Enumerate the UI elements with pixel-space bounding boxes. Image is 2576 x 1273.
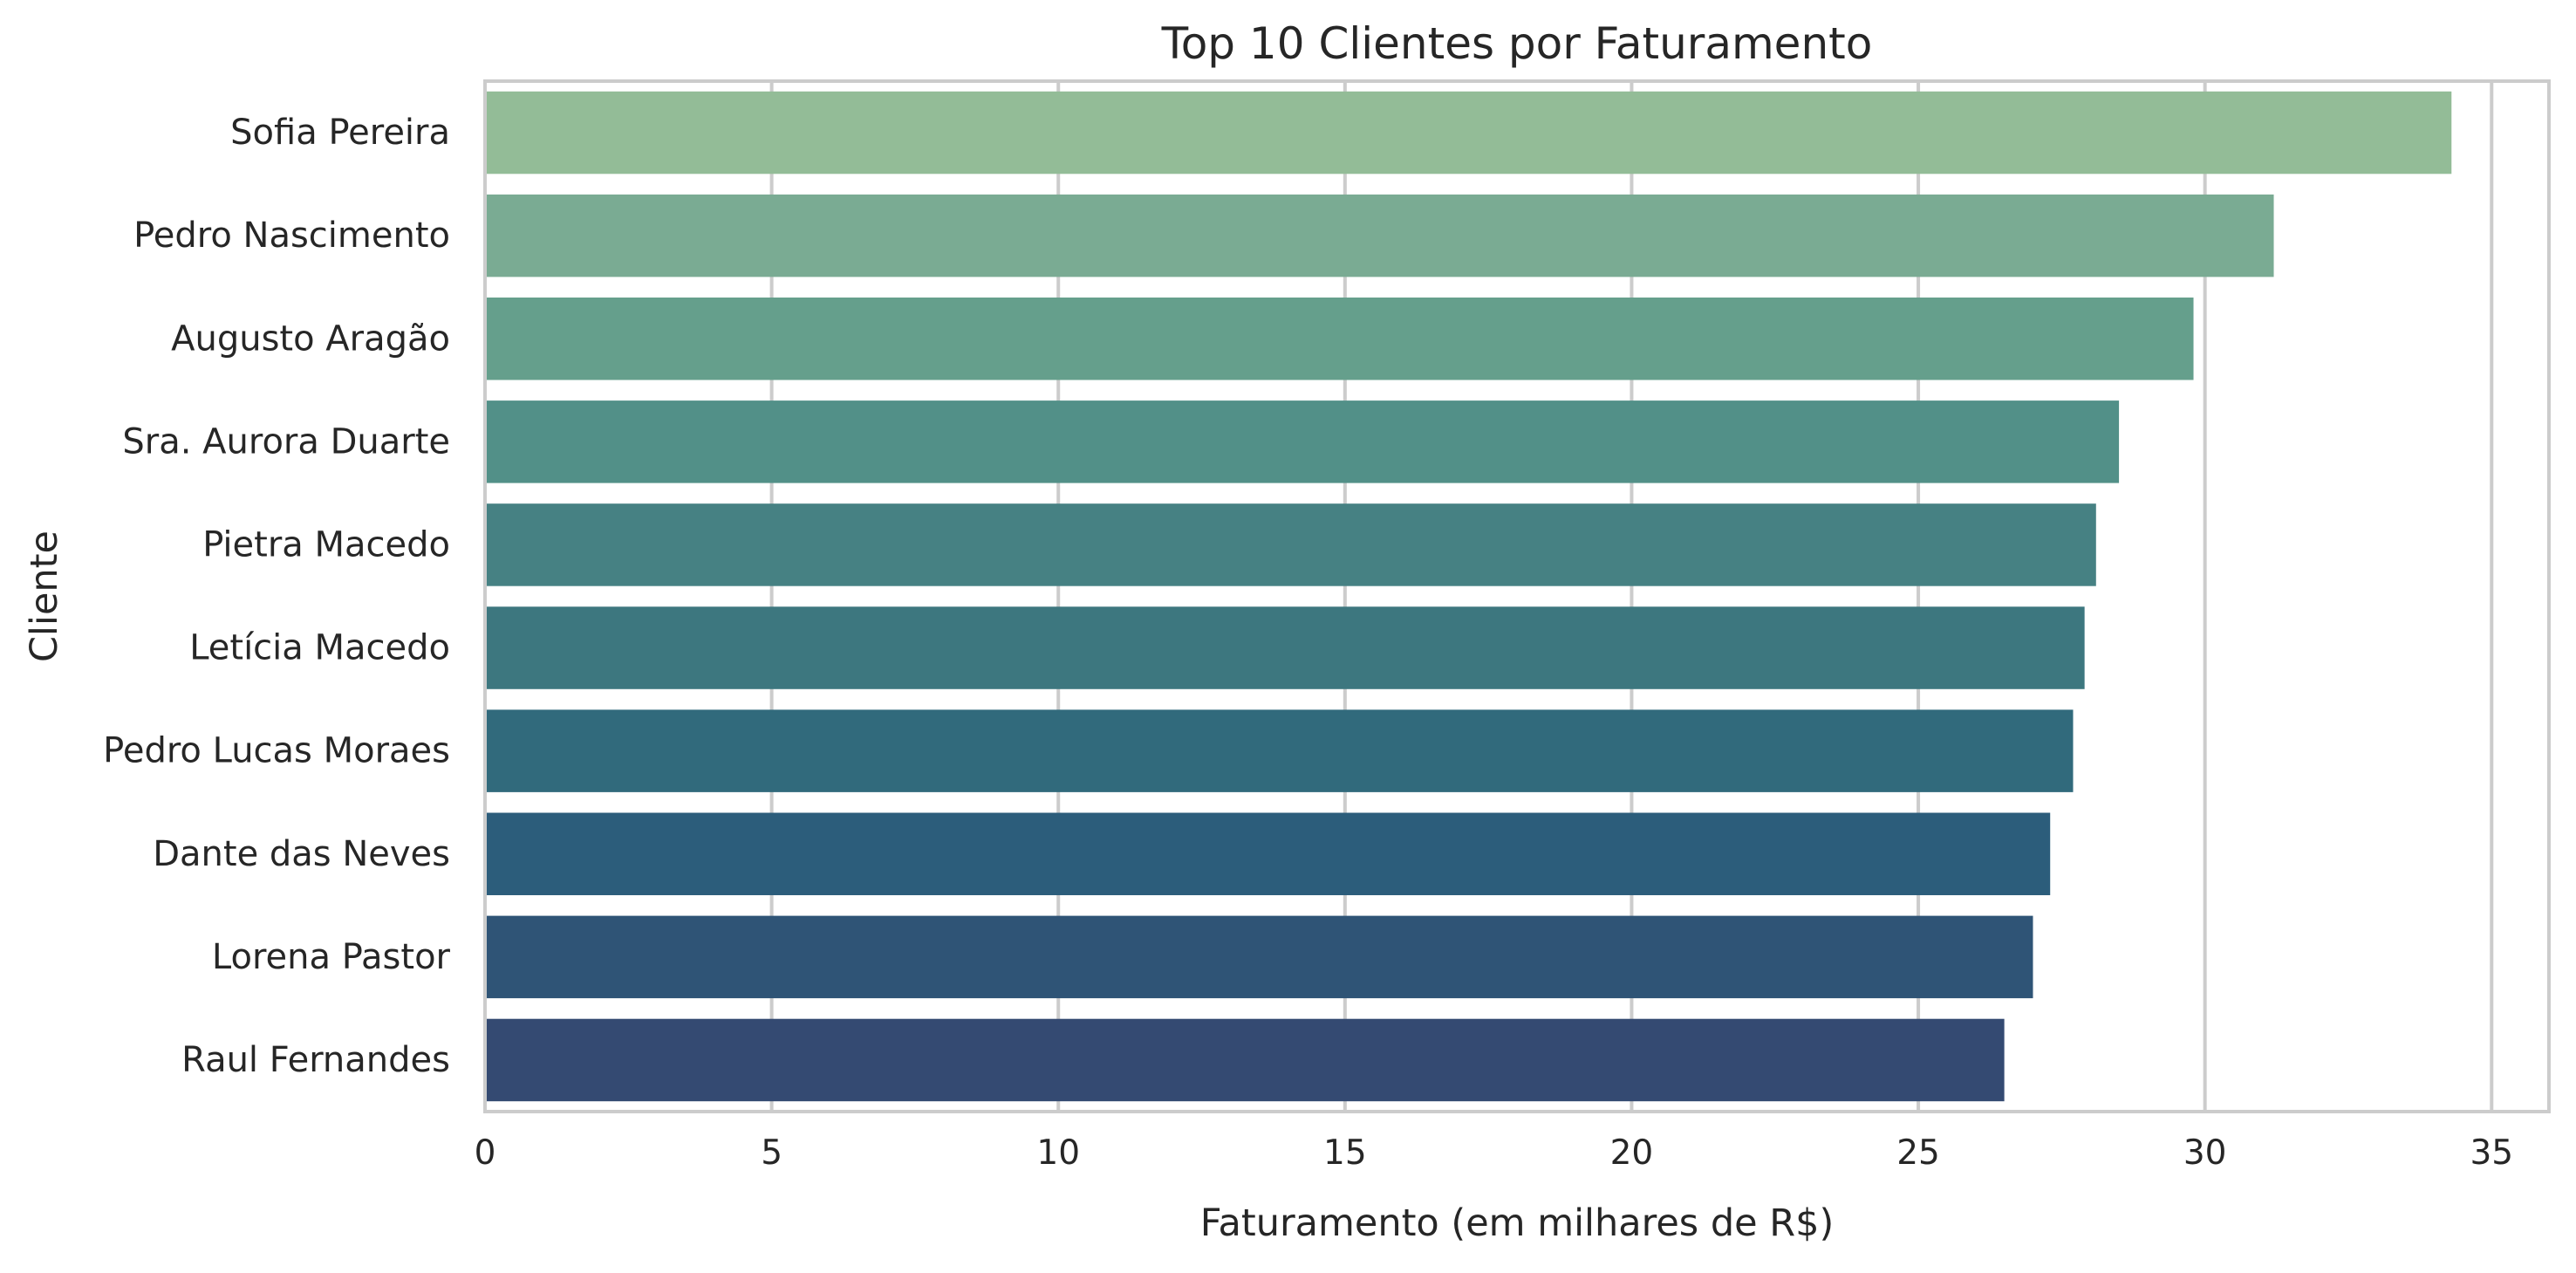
x-tick-label-0: 0 xyxy=(475,1133,496,1173)
chart-title: Top 10 Clientes por Faturamento xyxy=(1161,18,1873,69)
y-tick-label-9: Raul Fernandes xyxy=(181,1040,450,1080)
y-tick-label-8: Lorena Pastor xyxy=(212,937,451,977)
y-ticks: Sofia Pereira Pedro Nascimento Augusto Ara… xyxy=(103,113,450,1080)
bar-0 xyxy=(485,91,2452,175)
y-tick-label-6: Pedro Lucas Moraes xyxy=(103,731,450,771)
x-tick-label-7: 35 xyxy=(2470,1133,2513,1173)
x-tick-label-4: 20 xyxy=(1610,1133,1654,1173)
y-axis-label: Cliente xyxy=(23,530,66,662)
bar-5 xyxy=(485,606,2085,689)
x-ticks: 0 5 10 15 20 25 30 35 xyxy=(475,1133,2514,1173)
plot-frame xyxy=(483,79,2551,1113)
x-tick-label-2: 10 xyxy=(1036,1133,1080,1173)
x-axis-label: Faturamento (em milhares de R$) xyxy=(1200,1201,1835,1245)
y-tick-label-2: Augusto Aragão xyxy=(171,318,450,359)
bar-4 xyxy=(485,503,2096,586)
y-tick-label-1: Pedro Nascimento xyxy=(133,216,450,256)
y-tick-label-5: Letícia Macedo xyxy=(189,628,450,668)
bar-9 xyxy=(485,1018,2005,1102)
bar-7 xyxy=(485,812,2051,895)
y-tick-label-0: Sofia Pereira xyxy=(230,113,450,153)
y-tick-label-7: Dante das Neves xyxy=(153,834,450,874)
x-tick-label-3: 15 xyxy=(1323,1133,1367,1173)
x-tick-label-6: 30 xyxy=(2183,1133,2227,1173)
bar-6 xyxy=(485,709,2074,792)
bars xyxy=(485,91,2452,1102)
bar-3 xyxy=(485,400,2120,483)
x-tick-label-5: 25 xyxy=(1896,1133,1940,1173)
x-tick-label-1: 5 xyxy=(761,1133,782,1173)
bar-1 xyxy=(485,194,2274,277)
y-tick-label-3: Sra. Aurora Duarte xyxy=(122,421,450,462)
bar-8 xyxy=(485,915,2033,999)
bar-2 xyxy=(485,298,2194,380)
y-tick-label-4: Pietra Macedo xyxy=(202,524,450,565)
